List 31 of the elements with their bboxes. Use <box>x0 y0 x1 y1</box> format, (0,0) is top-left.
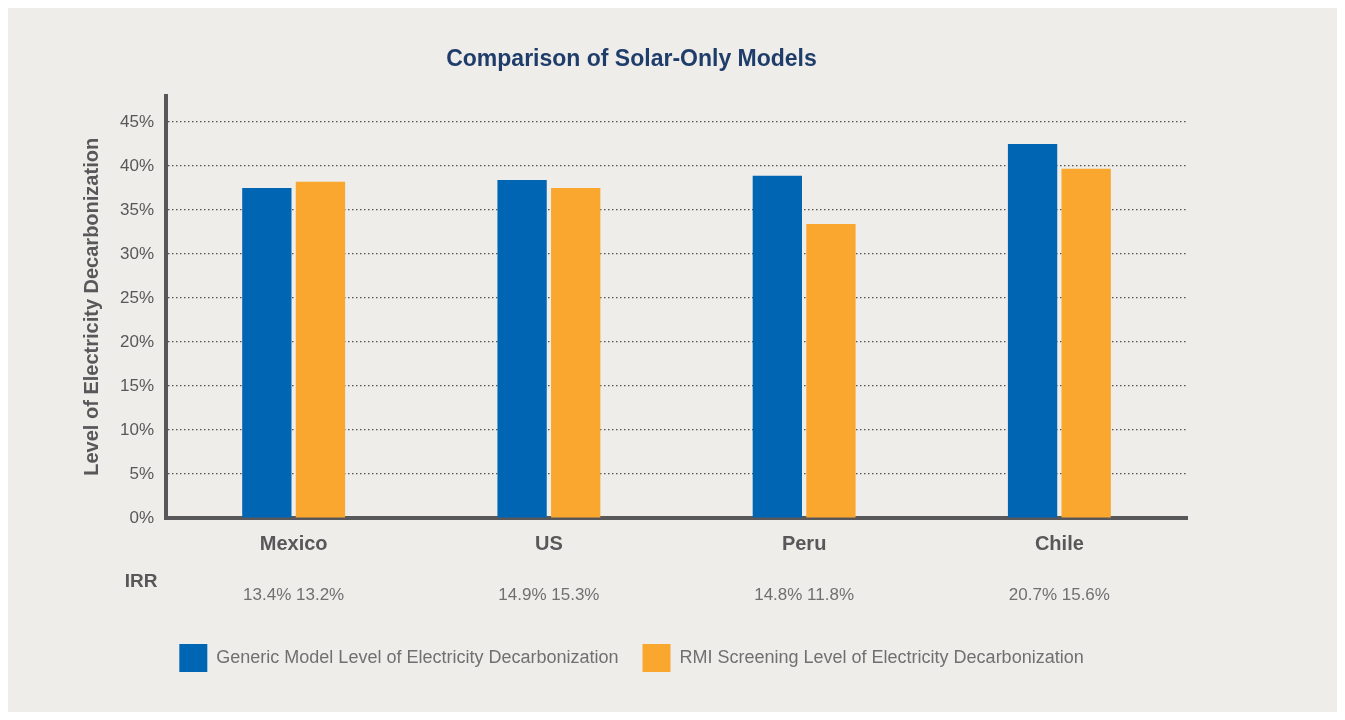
x-tick-label: Peru <box>781 531 827 554</box>
legend-label: RMI Screening Level of Electricity Decarbonization <box>679 646 1084 667</box>
bar <box>752 175 802 518</box>
bar <box>242 188 292 518</box>
bar <box>806 224 856 518</box>
text: 13.4% 13.2% <box>243 584 345 604</box>
x-tick-label: Mexico <box>259 531 328 554</box>
y-tick-label: 15% <box>119 375 155 395</box>
chart-title: Comparison of Solar-Only Models <box>446 45 817 72</box>
y-tick-label: 20% <box>119 331 155 351</box>
legend-label: Generic Model Level of Electricity Decarbonization <box>216 646 619 667</box>
y-tick-label: 45% <box>119 111 155 131</box>
y-tick-label: 25% <box>119 287 155 307</box>
y-tick-label: 10% <box>119 419 155 439</box>
y-tick-label: 30% <box>119 243 155 263</box>
bar <box>295 181 346 518</box>
y-tick-label: 40% <box>119 155 155 175</box>
bar <box>551 188 601 518</box>
y-axis-title: Level of Electricity Decarbonization <box>79 137 102 476</box>
text: IRR <box>124 570 158 592</box>
bar <box>1007 144 1058 518</box>
y-tick-label: 35% <box>119 199 155 219</box>
text: 14.8% 11.8% <box>754 584 855 604</box>
text: 14.9% 15.3% <box>498 584 600 604</box>
y-tick-label: 5% <box>129 463 155 483</box>
text: 20.7% 15.6% <box>1008 584 1110 604</box>
y-tick-label: 0% <box>129 507 155 527</box>
bar <box>1061 168 1111 518</box>
bar <box>497 180 547 518</box>
x-tick-label: Chile <box>1034 531 1084 554</box>
x-tick-label: US <box>534 531 563 554</box>
